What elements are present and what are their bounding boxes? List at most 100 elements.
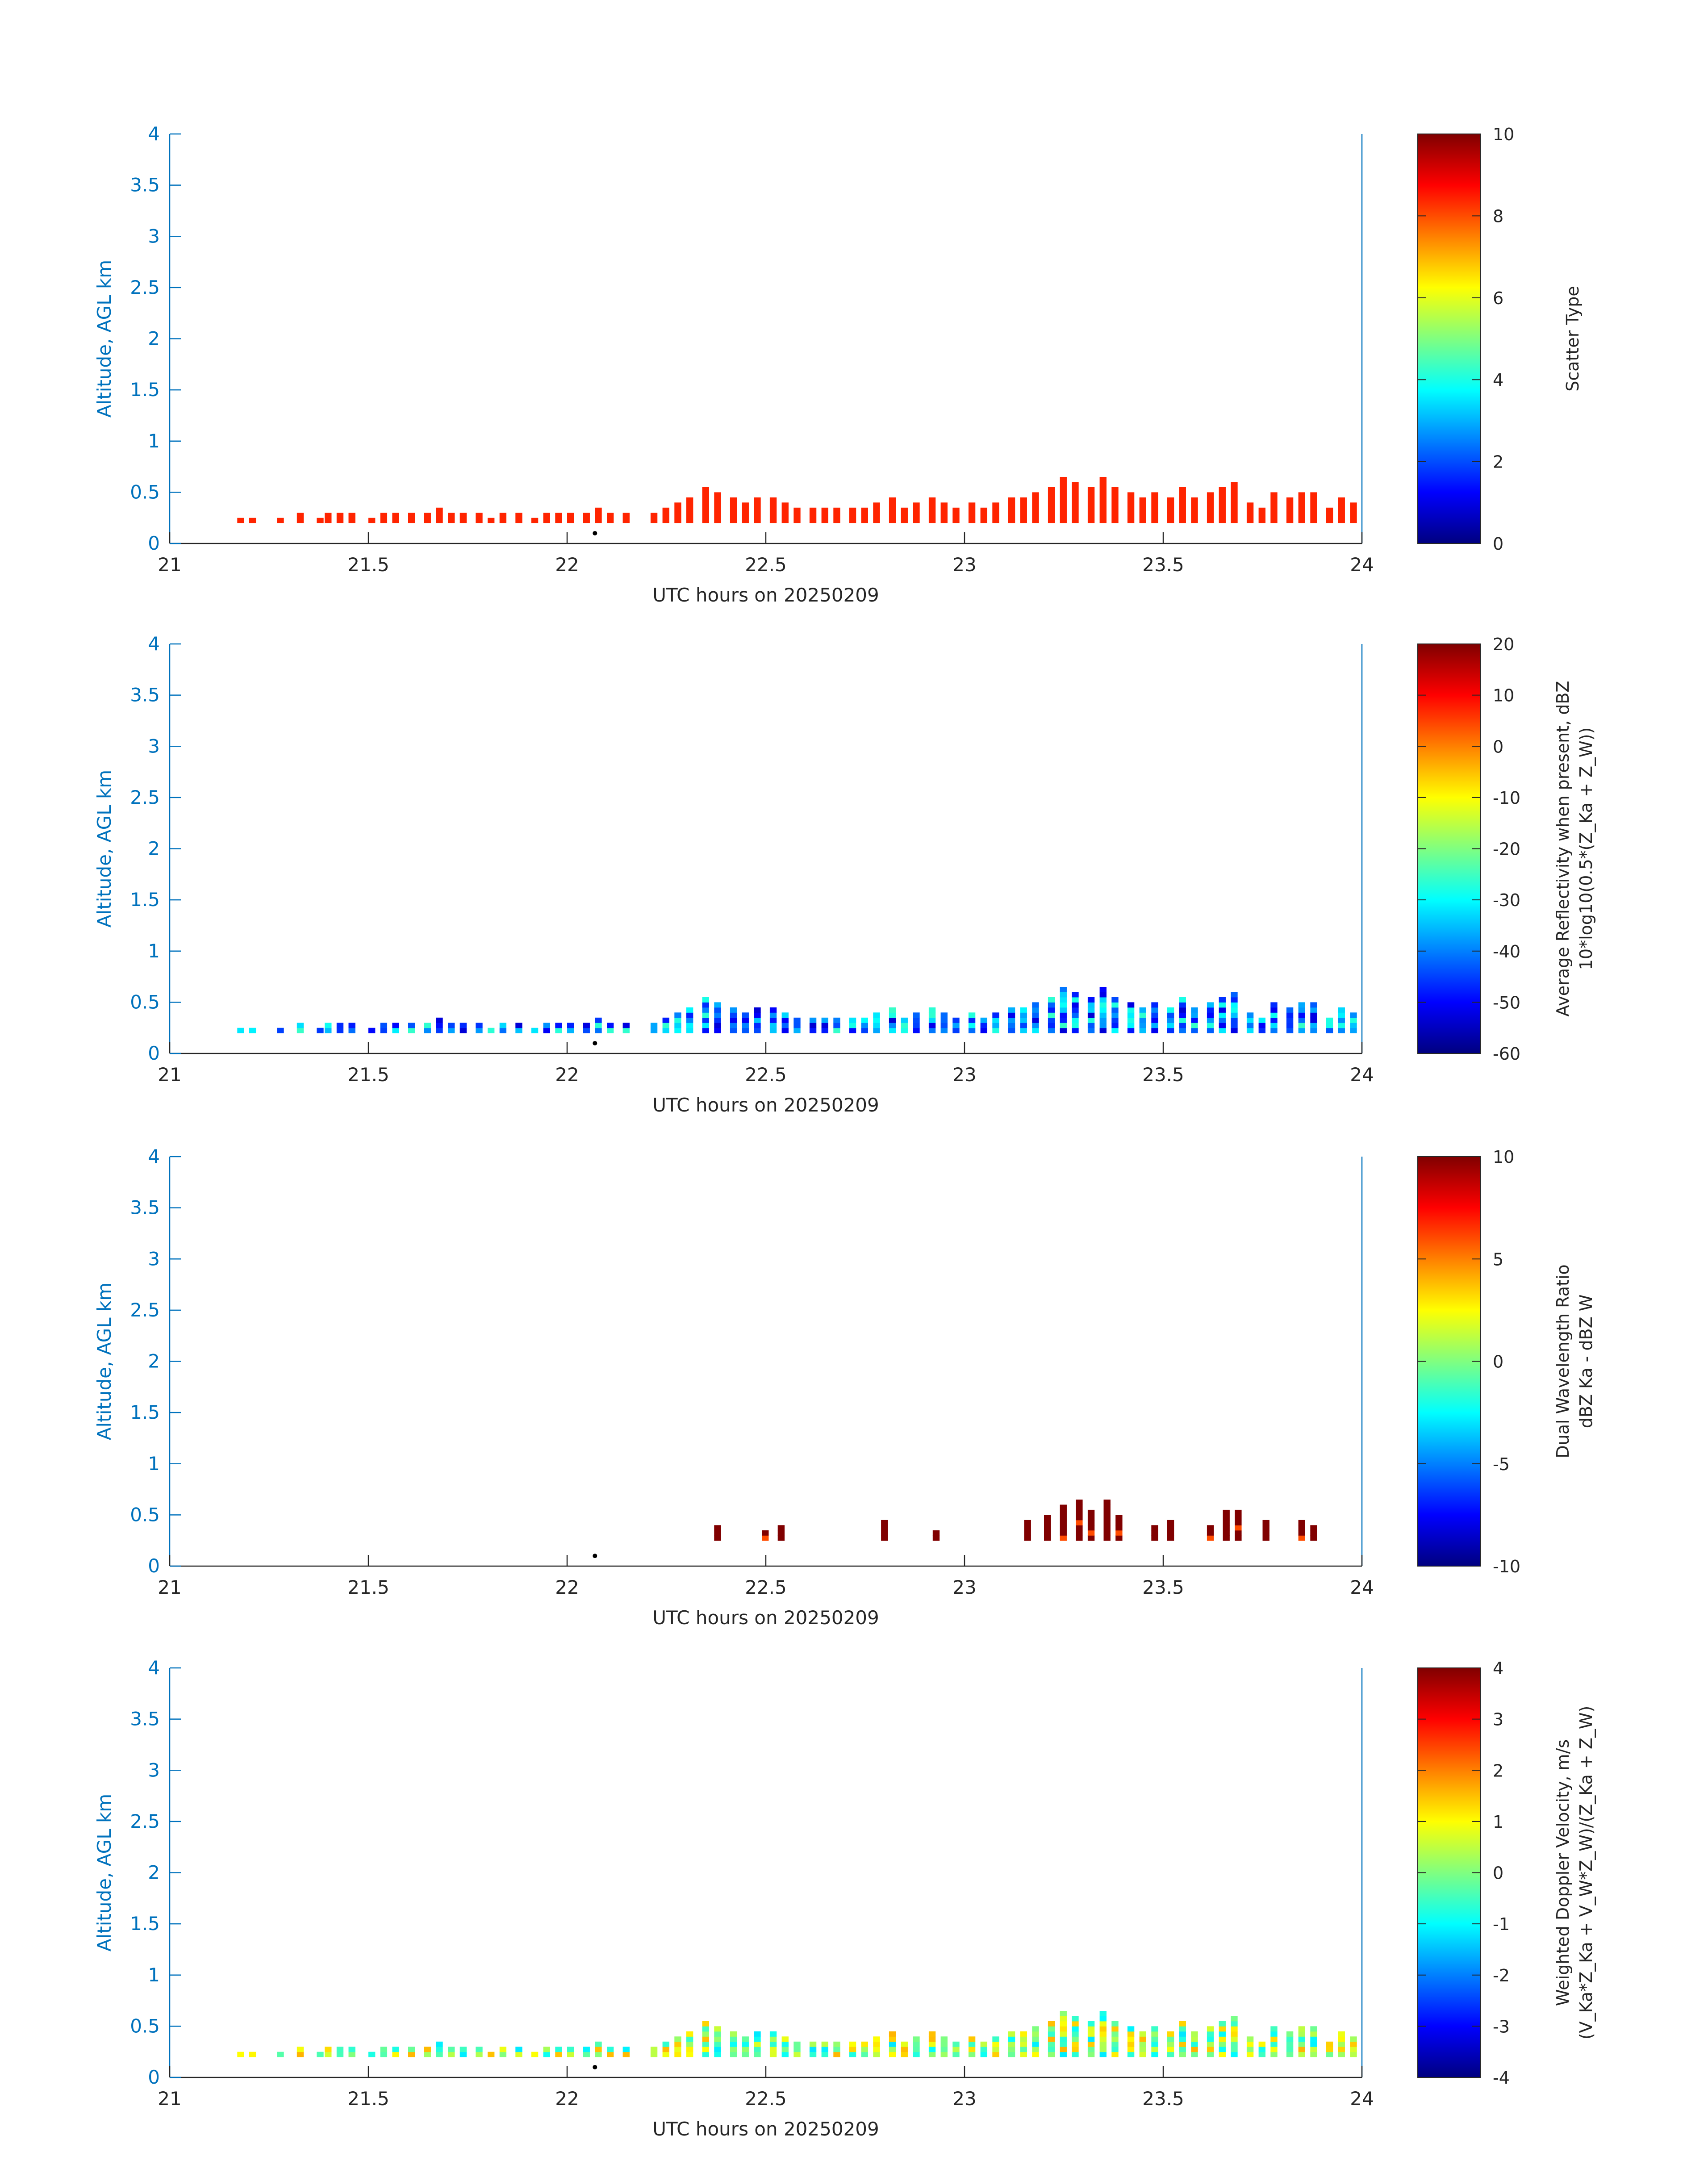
data-cell xyxy=(952,507,960,523)
data-cell xyxy=(1048,487,1055,523)
data-cell xyxy=(1223,1509,1230,1515)
data-cell xyxy=(1231,1002,1238,1008)
data-cell xyxy=(873,1028,880,1033)
data-cell xyxy=(928,1012,936,1018)
data-cell xyxy=(1270,2031,1278,2037)
data-cell xyxy=(1270,1023,1278,1028)
data-cell xyxy=(952,1017,960,1023)
data-cell xyxy=(777,1535,785,1541)
data-cell xyxy=(1103,1504,1111,1510)
data-cell xyxy=(889,2052,896,2057)
data-cell xyxy=(833,1023,840,1028)
data-cell xyxy=(1350,1012,1357,1018)
colorbar-label: dBZ Ka - dBZ W xyxy=(1576,1295,1596,1429)
data-cell xyxy=(686,1028,693,1033)
data-cell xyxy=(1286,2047,1294,2052)
x-tick-label: 24 xyxy=(1350,2088,1374,2110)
data-cell xyxy=(1076,1509,1083,1515)
data-cell xyxy=(1099,1017,1107,1023)
data-cell xyxy=(1072,2031,1079,2037)
data-cell xyxy=(1048,2052,1055,2057)
data-cell xyxy=(777,1525,785,1531)
data-cell xyxy=(781,1012,789,1018)
y-tick-label: 3.5 xyxy=(130,174,160,196)
y-tick-label: 1 xyxy=(148,940,160,962)
data-cell xyxy=(968,2036,976,2042)
data-cell xyxy=(1127,1023,1135,1028)
data-cell xyxy=(1258,2041,1265,2047)
data-cell xyxy=(1151,1017,1158,1023)
data-cell xyxy=(1151,1012,1158,1018)
data-cell xyxy=(928,2036,936,2042)
data-cell xyxy=(1008,1012,1015,1018)
data-cell xyxy=(595,507,602,523)
data-cell xyxy=(702,1023,709,1028)
colorbar-tick-label: -3 xyxy=(1493,2017,1510,2036)
data-cell xyxy=(1020,2036,1027,2042)
data-cell xyxy=(714,1012,721,1018)
data-cell xyxy=(714,1530,721,1536)
data-cell xyxy=(1020,2052,1027,2057)
data-cell xyxy=(1298,2026,1305,2032)
data-cell xyxy=(742,1028,749,1033)
data-cell xyxy=(714,2052,721,2057)
data-cell xyxy=(1231,2041,1238,2047)
data-cell xyxy=(1151,2047,1158,2052)
data-cell xyxy=(1310,2036,1317,2042)
data-cell xyxy=(1298,1012,1305,1018)
data-cell xyxy=(249,2052,256,2057)
data-cell xyxy=(237,518,244,523)
data-cell xyxy=(1235,1520,1242,1525)
data-cell xyxy=(515,513,522,523)
x-tick-label: 21.5 xyxy=(347,1064,389,1086)
data-cell xyxy=(913,2047,920,2052)
data-cell xyxy=(1338,2047,1345,2052)
data-cell xyxy=(1310,1028,1317,1033)
colorbar-tick-label: 20 xyxy=(1493,635,1514,654)
data-cell xyxy=(889,1017,896,1023)
data-cell xyxy=(821,1023,828,1028)
data-cell xyxy=(1310,1017,1317,1023)
y-tick-label: 1 xyxy=(148,430,160,452)
data-cell xyxy=(1048,1002,1055,1008)
data-cell xyxy=(1087,1023,1095,1028)
data-cell xyxy=(1048,2036,1055,2042)
data-cell xyxy=(1179,2021,1186,2027)
colorbar-tick-label: 2 xyxy=(1493,452,1503,472)
data-cell xyxy=(1127,2026,1135,2032)
data-cell xyxy=(662,507,669,523)
data-cell xyxy=(742,1023,749,1028)
data-cell xyxy=(1072,1007,1079,1013)
x-tick-label: 22 xyxy=(555,2088,579,2110)
data-cell xyxy=(1191,1023,1198,1028)
data-cell xyxy=(662,1023,669,1028)
data-cell xyxy=(1338,2041,1345,2047)
data-cell xyxy=(1167,1007,1174,1013)
data-cell xyxy=(1032,1017,1039,1023)
data-cell xyxy=(650,2052,658,2057)
data-cell xyxy=(1139,497,1146,523)
data-cell xyxy=(567,513,574,523)
data-cell xyxy=(1099,2021,1107,2027)
data-cell xyxy=(296,1028,304,1033)
data-cell xyxy=(583,1028,590,1033)
data-cell xyxy=(1048,2031,1055,2037)
data-cell xyxy=(781,1023,789,1028)
data-cell xyxy=(1060,1007,1067,1013)
data-cell xyxy=(336,2052,344,2057)
data-cell xyxy=(336,513,344,523)
data-cell xyxy=(237,2052,244,2057)
y-tick-label: 2 xyxy=(148,328,160,350)
data-cell xyxy=(1048,997,1055,1003)
data-cell xyxy=(1024,1535,1031,1541)
data-cell xyxy=(873,2036,880,2042)
data-cell xyxy=(1207,2036,1214,2042)
data-cell xyxy=(325,1023,332,1028)
data-cell xyxy=(781,2036,789,2042)
data-cell xyxy=(1087,2021,1095,2027)
data-cell xyxy=(702,2036,709,2042)
data-cell xyxy=(714,1535,721,1541)
y-tick-label: 1 xyxy=(148,1964,160,1986)
colorbar-tick-label: -5 xyxy=(1493,1454,1510,1474)
data-cell xyxy=(1310,1525,1317,1531)
